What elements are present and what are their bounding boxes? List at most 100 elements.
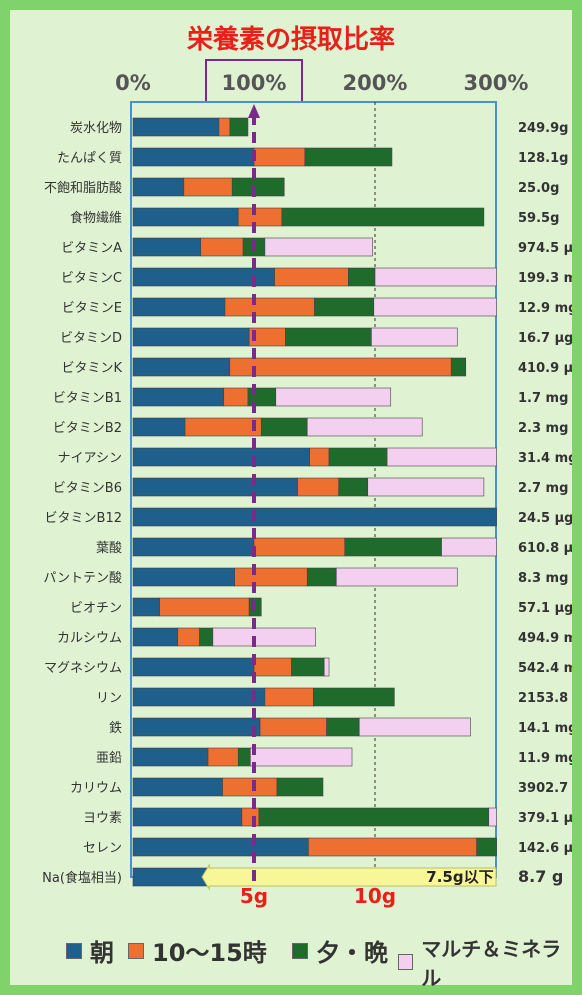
category-label: カルシウム xyxy=(57,631,122,646)
amount-label: 14.1 mg xyxy=(518,721,572,736)
bar-segment-midday xyxy=(177,627,200,647)
bar-segment-midday xyxy=(183,177,233,197)
bar-segment-evening xyxy=(306,567,337,587)
bar-segment-midday xyxy=(207,747,239,767)
bar-segment-supplement xyxy=(275,387,392,407)
bar-segment-supplement xyxy=(373,297,497,317)
bar-segment-midday xyxy=(218,117,231,137)
bar-segment-midday xyxy=(184,417,262,437)
x-tick-label: 0% xyxy=(115,71,151,95)
category-label: 亜鉛 xyxy=(96,751,122,766)
bar-segment-evening xyxy=(281,207,485,227)
bar-segment-midday xyxy=(237,207,283,227)
category-label: 鉄 xyxy=(109,721,122,736)
chart-title: 栄養素の摂取比率 xyxy=(186,24,395,55)
legend-swatch-midday xyxy=(128,942,144,959)
amount-label: 2.3 mg xyxy=(518,421,568,436)
category-label: ビタミンB12 xyxy=(45,511,122,526)
bar-segment-midday xyxy=(253,657,292,677)
bar-segment-morning xyxy=(132,387,225,407)
bar-segment-supplement xyxy=(441,537,497,557)
bar-segment-supplement xyxy=(264,237,373,257)
category-label: ビオチン xyxy=(70,601,122,616)
amount-label: 31.4 mg xyxy=(518,451,572,466)
bar-segment-morning xyxy=(132,147,255,167)
bar-segment-morning xyxy=(132,837,309,857)
bar-segment-supplement xyxy=(488,807,497,827)
category-label: 食物繊維 xyxy=(70,210,122,226)
bar-segment-midday xyxy=(308,837,477,857)
legend-item-evening: 夕・晩 xyxy=(292,933,388,968)
bar-segment-supplement xyxy=(386,447,497,467)
category-label: ナイアシン xyxy=(58,451,122,466)
bar-segment-morning xyxy=(132,357,231,377)
reference-line-arrowhead xyxy=(248,104,260,118)
intake-ratio-chart: 栄養素の摂取比率 0% 100% 200% 300% 炭水化物 249.9g たんぱく質 128… xyxy=(42,24,572,908)
bar-segment-supplement xyxy=(335,567,458,587)
legend-label-morning: 朝 xyxy=(90,939,114,967)
amount-label: 24.5 μg xyxy=(518,511,572,526)
category-label: ビタミンD xyxy=(60,331,122,346)
legend-swatch-morning xyxy=(66,942,82,959)
bar-segment-evening xyxy=(314,297,375,317)
legend: 朝 10～15時 夕・晩 マルチ＆ミネラル xyxy=(10,925,572,990)
category-label: マグネシウム xyxy=(44,661,122,676)
bar-segment-evening xyxy=(229,117,249,137)
bar-segment-evening xyxy=(348,267,376,287)
amount-label: 128.1g xyxy=(518,151,568,166)
bar-segment-evening xyxy=(312,687,395,707)
amount-label: 610.8 μg xyxy=(518,541,572,556)
bar-segment-midday xyxy=(274,267,349,287)
amount-label: 59.5g xyxy=(518,211,559,226)
bar-segment-midday xyxy=(229,357,452,377)
category-label: カリウム xyxy=(70,781,122,796)
bar-segment-morning xyxy=(132,327,250,347)
bar-segment-morning xyxy=(132,177,185,197)
bar-segment-midday xyxy=(222,777,278,797)
bar-segment-midday xyxy=(224,297,315,317)
amount-label: 12.9 mg xyxy=(518,301,572,316)
bar-segment-evening xyxy=(285,327,372,347)
legend-swatch-supplement xyxy=(398,954,414,970)
bar-segment-evening xyxy=(304,147,393,167)
category-label: たんぱく質 xyxy=(57,151,122,166)
bar-segment-morning xyxy=(132,747,209,767)
bar-segment-evening xyxy=(276,777,324,797)
bar-segment-morning xyxy=(132,777,223,797)
bar-segment-evening xyxy=(258,807,490,827)
category-label: ヨウ素 xyxy=(83,811,122,826)
amount-label: 379.1 μg xyxy=(518,811,572,826)
bar-segment-supplement xyxy=(306,417,423,437)
amount-label: 57.1 μg xyxy=(518,601,572,616)
amount-label: 8.7 g xyxy=(518,867,563,886)
bar-segment-midday xyxy=(264,687,314,707)
amount-label: 199.3 mg xyxy=(518,271,572,286)
bar-segment-midday xyxy=(200,237,244,257)
amount-label: 494.9 mg xyxy=(518,631,572,646)
bar-segment-evening xyxy=(237,747,251,767)
bar-segment-midday xyxy=(223,387,249,407)
na-scale-5g: 5g xyxy=(240,884,268,908)
legend-item-morning: 朝 xyxy=(66,933,114,968)
bar-segment-morning xyxy=(132,537,255,557)
amount-label: 16.7 μg xyxy=(518,331,572,346)
bar-segment-evening xyxy=(326,717,360,737)
amount-label: 25.0g xyxy=(518,181,559,196)
bar-segment-supplement xyxy=(367,477,485,497)
bar-segment-morning xyxy=(132,687,266,707)
bar-segment-morning xyxy=(132,237,202,257)
bar-segment-morning xyxy=(132,567,235,587)
x-tick-label: 200% xyxy=(343,71,408,95)
bar-segment-supplement xyxy=(371,327,458,347)
category-label: 葉酸 xyxy=(96,541,122,556)
x-tick-label: 100% xyxy=(222,71,287,95)
bar-segment-supplement xyxy=(250,747,353,767)
bar-segment-evening xyxy=(344,537,442,557)
category-label: パントテン酸 xyxy=(43,571,122,586)
category-label: 不飽和脂肪酸 xyxy=(44,180,122,196)
bar-segment-evening xyxy=(231,177,285,197)
category-label: セレン xyxy=(83,841,122,856)
amount-label: 2.7 mg xyxy=(518,481,568,496)
bar-segment-supplement xyxy=(358,717,471,737)
bar-segment-evening xyxy=(338,477,369,497)
